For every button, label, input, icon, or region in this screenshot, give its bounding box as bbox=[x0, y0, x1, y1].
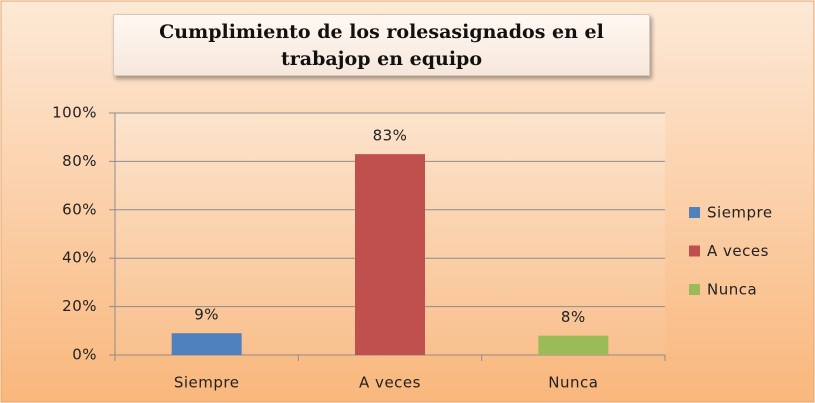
x-tick-label: Nunca bbox=[548, 374, 598, 392]
legend-label: A veces bbox=[707, 242, 769, 260]
legend-swatch bbox=[689, 245, 700, 257]
bar bbox=[538, 335, 609, 355]
legend-swatch bbox=[689, 207, 700, 218]
value-label: 83% bbox=[373, 127, 408, 145]
legend-swatch bbox=[689, 284, 700, 295]
chart-title: Cumplimiento de los rolesasignados en el… bbox=[113, 14, 650, 76]
bar bbox=[355, 154, 425, 355]
y-tick-label: 100% bbox=[52, 104, 97, 122]
y-tick-label: 80% bbox=[62, 152, 97, 170]
value-label: 9% bbox=[194, 306, 219, 324]
legend-label: Siempre bbox=[707, 204, 773, 222]
bar bbox=[171, 333, 242, 355]
x-tick-label: A veces bbox=[359, 374, 421, 392]
y-tick-label: 40% bbox=[62, 249, 97, 267]
x-tick-label: Siempre bbox=[174, 374, 240, 392]
legend-label: Nunca bbox=[707, 281, 757, 299]
value-label: 8% bbox=[561, 308, 586, 326]
y-tick-label: 20% bbox=[62, 297, 97, 315]
y-tick-label: 60% bbox=[62, 200, 97, 218]
y-tick-label: 0% bbox=[72, 346, 97, 364]
